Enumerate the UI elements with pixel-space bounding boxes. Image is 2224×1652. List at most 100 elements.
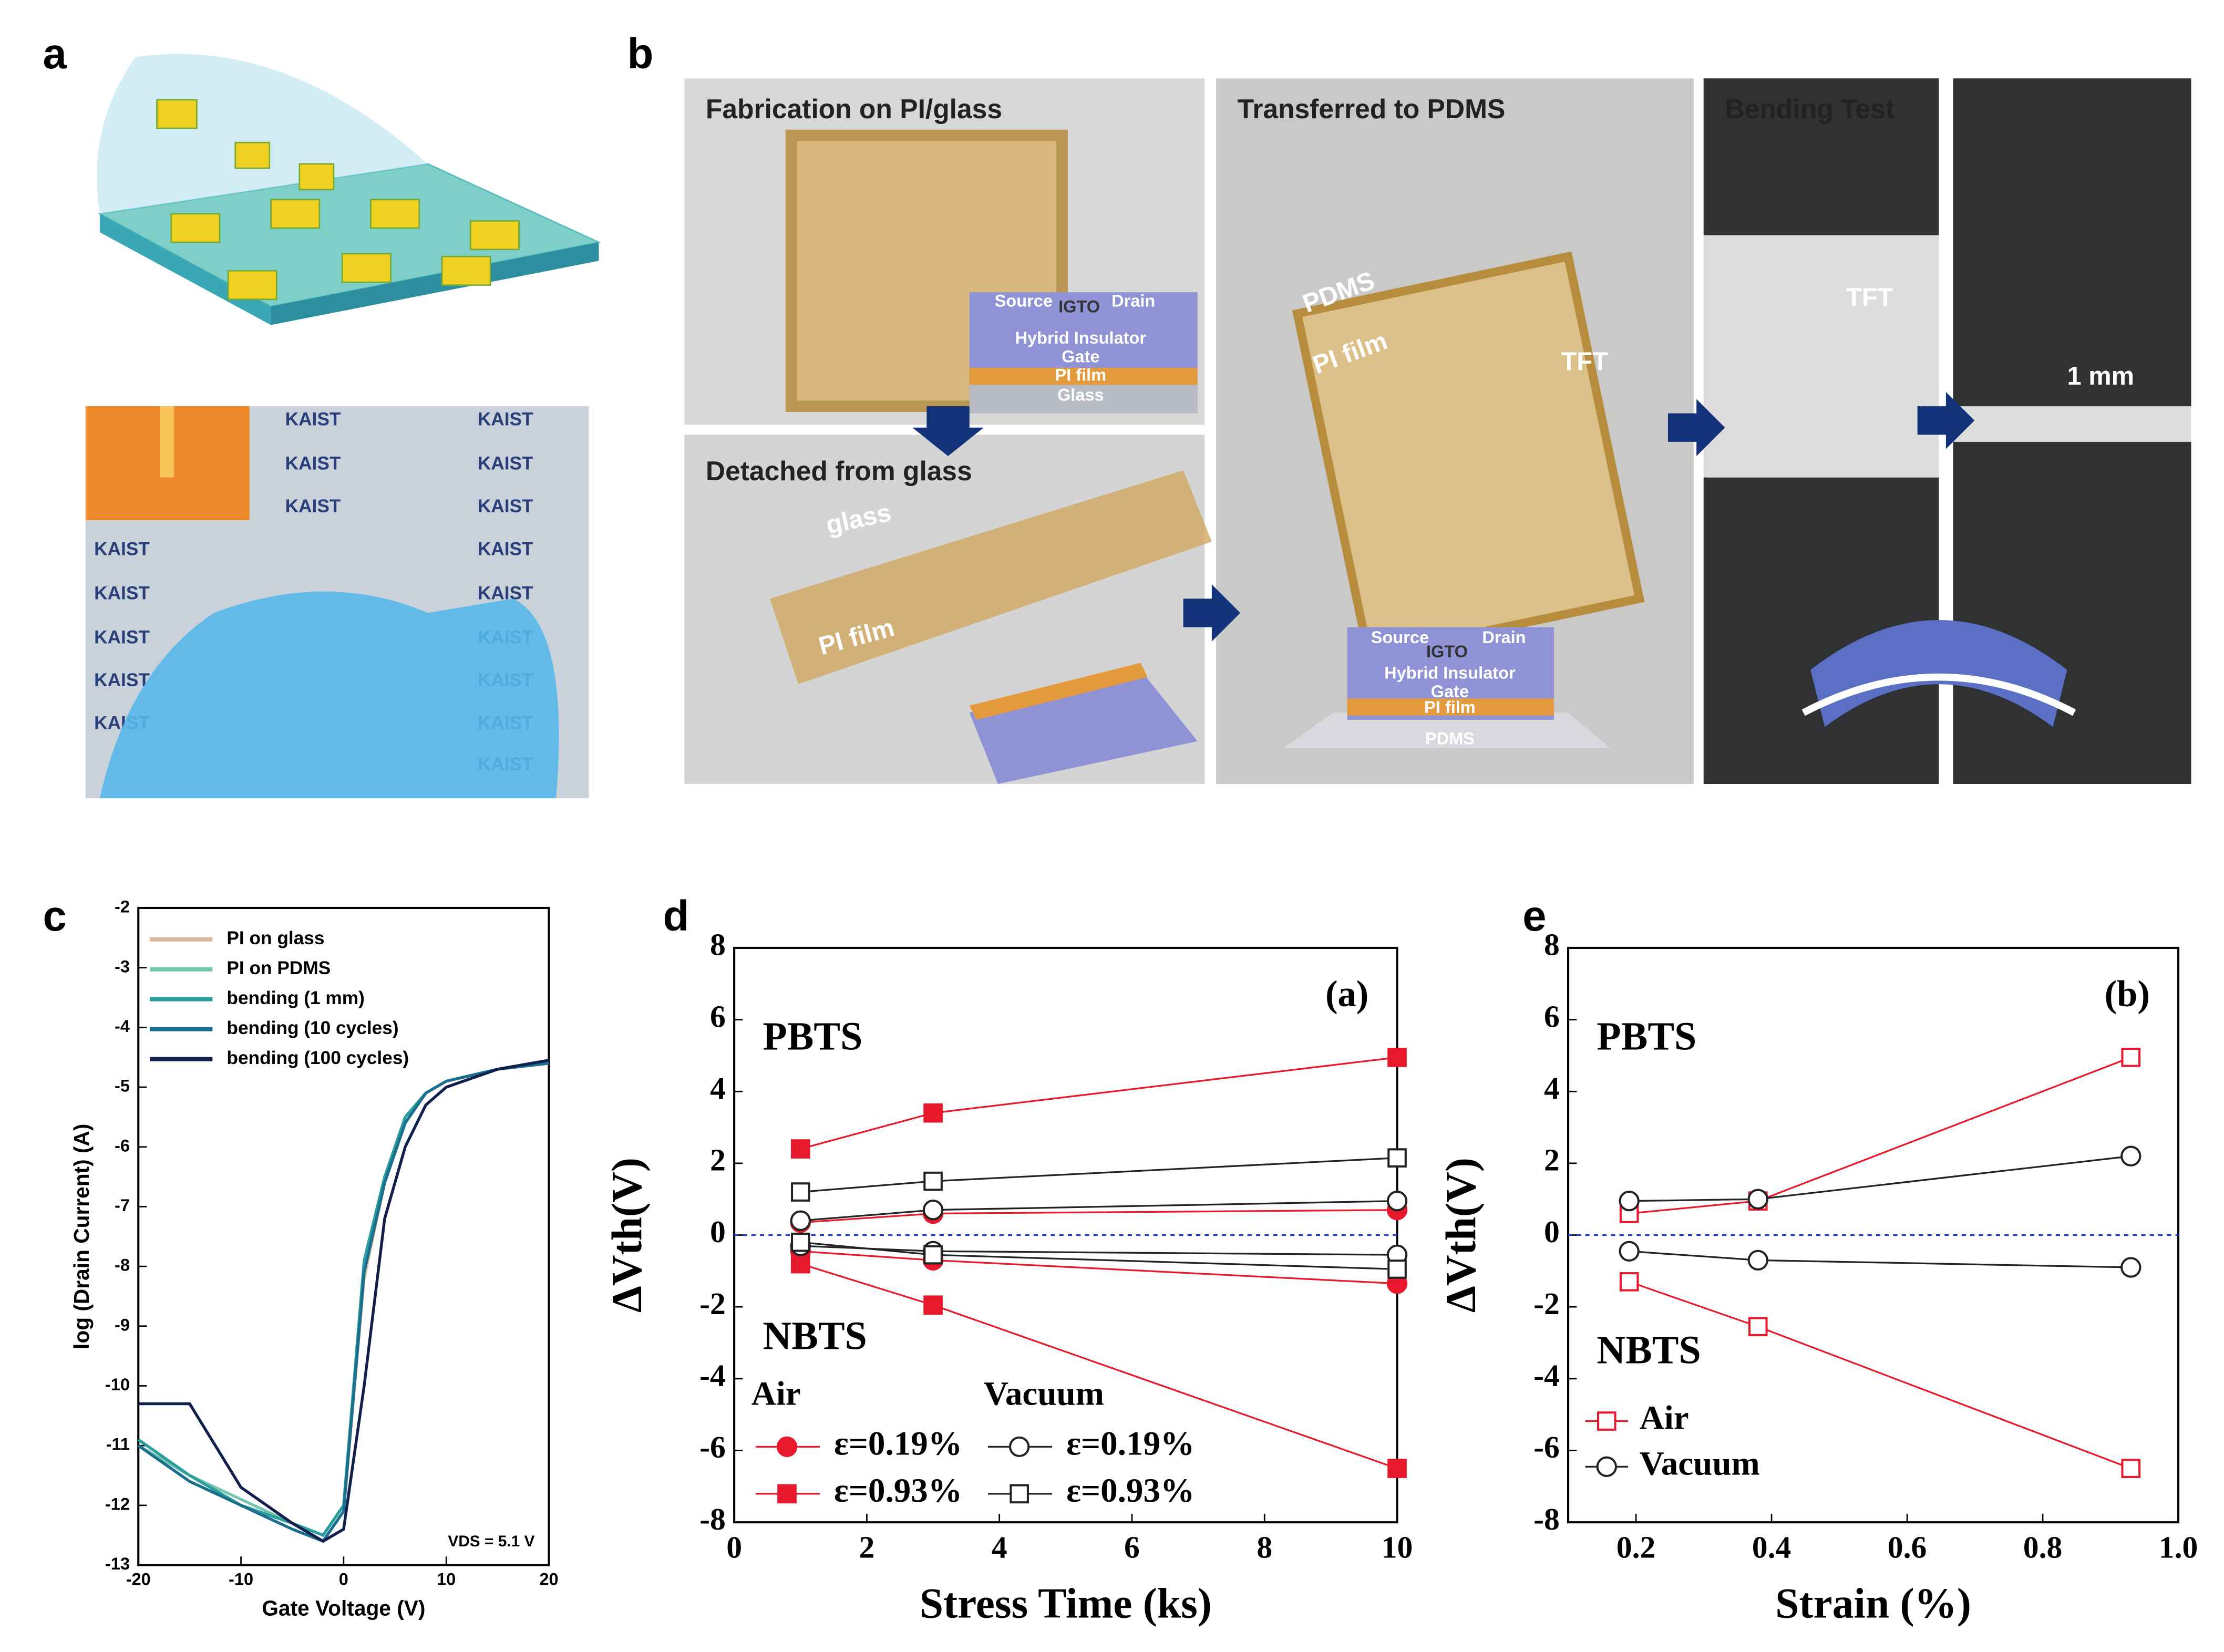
marker <box>790 1139 810 1159</box>
x-tick-label: -20 <box>126 1570 151 1588</box>
marker <box>1619 1190 1640 1212</box>
marker <box>1387 1048 1407 1067</box>
label: TFT <box>1846 284 1893 312</box>
y-tick-label: -6 <box>115 1136 130 1155</box>
y-tick-label: -13 <box>105 1554 130 1573</box>
annotation: (b) <box>2105 974 2150 1015</box>
legend-group: Vacuum <box>984 1375 1104 1412</box>
y-tick-label: 0 <box>710 1214 726 1249</box>
label: TFT <box>1561 348 1608 376</box>
marker <box>1387 1259 1407 1279</box>
x-tick-label: 20 <box>539 1570 558 1588</box>
y-tick-label: 2 <box>1544 1143 1560 1178</box>
data-line <box>1629 1155 2131 1202</box>
x-tick-label: 0 <box>726 1530 742 1565</box>
legend-label: PI on glass <box>226 928 324 948</box>
data-line <box>1629 1281 2132 1470</box>
y-tick-label: -9 <box>115 1315 130 1334</box>
x-tick-label: 0 <box>339 1570 348 1588</box>
y-tick-label: 0 <box>1544 1214 1560 1249</box>
marker <box>790 1254 810 1274</box>
annotation: (a) <box>1325 974 1368 1015</box>
stack-diagram-3 <box>969 663 1198 784</box>
chart: -20 -10 0 10 20 -13 -12 -11 -10 -9 -8 -7 -6 -5 -4 -3 -2 G… <box>69 897 559 1620</box>
y-tick-label: -12 <box>105 1494 130 1513</box>
legend-label: bending (1 mm) <box>226 988 364 1008</box>
y-tick-label: 6 <box>710 999 726 1034</box>
marker <box>1009 1436 1030 1458</box>
x-tick-label: -10 <box>229 1570 253 1588</box>
y-axis-label: ΔVth(V) <box>1437 1158 1485 1313</box>
stack-diagram-4 <box>1801 620 2076 727</box>
legend-label: ε=0.19% <box>1066 1424 1195 1462</box>
y-tick-label: -4 <box>1533 1358 1560 1393</box>
marker <box>923 1171 943 1191</box>
chart: 0 2 4 6 8 10 -8 -6 -4 -2 0 2 4 6 8 Stress Time (ks) ΔVth… <box>603 927 1413 1627</box>
layer-label: Gate <box>1062 347 1099 366</box>
arrow <box>1667 399 1725 457</box>
marker <box>776 1436 798 1458</box>
y-tick-label: 8 <box>710 927 726 962</box>
marker <box>1386 1190 1408 1212</box>
chart: 0.2 0.4 0.6 0.8 1.0 -8 -6 -4 -2 0 2 4 6 8 Strain (%) ΔV… <box>1437 927 2198 1627</box>
layer-label: PI film <box>1424 698 1476 717</box>
y-tick-label: -10 <box>105 1375 130 1394</box>
legend-label: ε=0.93% <box>1066 1472 1195 1510</box>
data-line <box>800 1056 1397 1150</box>
logo: KAIST <box>478 496 533 517</box>
layer-label: PI film <box>1055 366 1106 385</box>
x-tick-label: 0.4 <box>1752 1530 1791 1565</box>
stack-labels-1: Source IGTO Drain Hybrid Insulator Gate … <box>995 292 1156 405</box>
stack-layer <box>969 663 1148 720</box>
stack-layer <box>969 367 1198 385</box>
logo: KAIST <box>285 453 341 474</box>
logo: KAIST <box>478 453 533 474</box>
data-line <box>800 1157 1397 1193</box>
logo: KAIST <box>94 627 150 648</box>
layer-label: IGTO <box>1058 297 1100 316</box>
data-line <box>800 1241 1397 1271</box>
panel-letter: c <box>43 892 66 940</box>
layer-label: Hybrid Insulator <box>1015 328 1147 347</box>
marker <box>1619 1272 1639 1292</box>
data-line <box>800 1209 1397 1224</box>
nbts-label: NBTS <box>763 1314 867 1358</box>
inset-electrode <box>159 406 174 478</box>
y-tick-label: -2 <box>699 1286 726 1321</box>
data-line <box>138 1059 549 1543</box>
y-axis-label: log (Drain Current) (A) <box>69 1124 94 1349</box>
annotation: VDS = 5.1 V <box>448 1533 534 1550</box>
x-tick-label: 8 <box>1257 1530 1272 1565</box>
x-tick-label: 0.2 <box>1616 1530 1656 1565</box>
stack-labels-2: Source IGTO Drain Hybrid Insulator Gate … <box>1371 628 1526 748</box>
glove <box>99 591 559 799</box>
x-tick-label: 4 <box>992 1530 1007 1565</box>
x-tick-label: 10 <box>1382 1530 1413 1565</box>
nbts-label: NBTS <box>1597 1328 1701 1372</box>
stack-layer <box>969 385 1198 414</box>
legend-label: Air <box>1640 1399 1689 1437</box>
clamp-top <box>1703 78 1939 235</box>
marker <box>777 1484 797 1504</box>
stack-layer <box>1283 713 1611 749</box>
marker <box>790 1232 810 1252</box>
y-tick-label: 6 <box>1544 999 1560 1034</box>
arrow <box>1183 584 1241 642</box>
x-tick-label: 0.6 <box>1888 1530 1927 1565</box>
layer-label: Hybrid Insulator <box>1384 664 1516 683</box>
stack-diagram-1 <box>969 292 1198 414</box>
panel-a: KAIST KAIST KAIST KAIST KAIST KAIST KAIS… <box>85 54 601 799</box>
clamp-bottom <box>1953 441 2191 784</box>
layer-label: Drain <box>1111 292 1155 311</box>
legend-label: PI on PDMS <box>226 958 331 978</box>
y-tick-label: 8 <box>1544 927 1560 962</box>
y-tick-label: -7 <box>115 1196 130 1215</box>
marker <box>1747 1189 1768 1210</box>
y-axis-label: ΔVth(V) <box>603 1158 651 1313</box>
y-tick-label: -8 <box>1533 1502 1560 1536</box>
y-tick-label: -4 <box>699 1358 726 1393</box>
marker <box>2120 1257 2141 1278</box>
y-tick-label: -5 <box>115 1077 130 1096</box>
